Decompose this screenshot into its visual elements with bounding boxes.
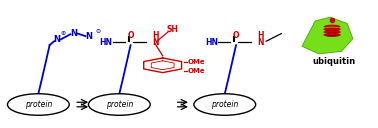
Text: N: N xyxy=(54,35,61,44)
Text: $\oplus$: $\oplus$ xyxy=(59,29,66,37)
PathPatch shape xyxy=(302,17,353,54)
Text: OMe: OMe xyxy=(187,68,205,74)
Text: N: N xyxy=(257,38,264,47)
Text: protein: protein xyxy=(25,100,52,109)
Text: H: H xyxy=(152,31,158,40)
Text: H: H xyxy=(257,31,264,40)
Text: HN: HN xyxy=(100,38,113,47)
Text: N: N xyxy=(86,32,93,41)
Text: HN: HN xyxy=(205,38,218,47)
Text: SH: SH xyxy=(166,25,178,34)
Text: N: N xyxy=(152,38,158,47)
Text: protein: protein xyxy=(105,100,133,109)
Text: OMe: OMe xyxy=(187,59,205,65)
Text: O: O xyxy=(233,31,239,40)
Text: ubiquitin: ubiquitin xyxy=(313,57,356,66)
Text: N: N xyxy=(71,29,77,38)
Text: $\ominus$: $\ominus$ xyxy=(95,27,102,35)
Ellipse shape xyxy=(8,94,69,115)
Text: protein: protein xyxy=(211,100,239,109)
Ellipse shape xyxy=(88,94,150,115)
Ellipse shape xyxy=(194,94,256,115)
Text: O: O xyxy=(127,31,134,40)
